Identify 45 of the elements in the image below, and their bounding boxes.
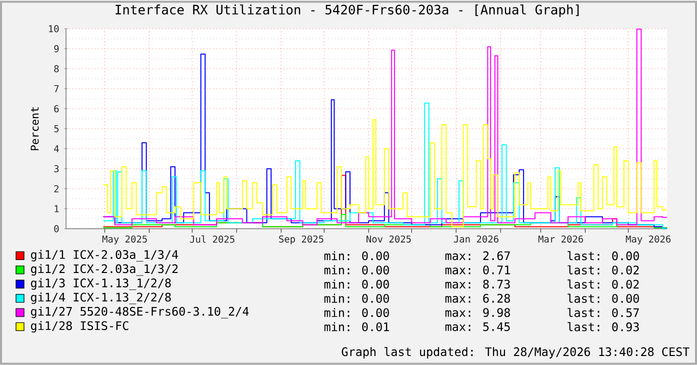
text: min: 0.00 (324, 251, 389, 260)
x-tick-label: Jan 2026 (454, 236, 498, 243)
x-tick-label: Sep 2025 (279, 236, 324, 245)
text: max: 9.98 (445, 308, 510, 318)
text: max: 2.67 (445, 251, 510, 260)
legend-label: gi1/3 ICX-1.13_1/2/8 (30, 278, 171, 290)
text: last: 0.02 (568, 266, 639, 275)
text: last: 0.57 (568, 308, 639, 318)
text: min: 0.01 (324, 322, 389, 332)
text: last: 0.02 (568, 280, 639, 289)
legend-label: gi1/28 ISIS-FC (30, 321, 128, 333)
text: last: 0.93 (568, 322, 639, 332)
text: max: 5.45 (445, 322, 510, 332)
text: max: 6.28 (445, 294, 510, 303)
text: last: 0.00 (568, 251, 639, 260)
text: min: 0.00 (324, 280, 389, 289)
text: min: 0.00 (324, 308, 389, 318)
y-axis-title: Percent (30, 107, 39, 150)
x-tick-label: Jul 2025 (190, 236, 234, 243)
legend-label: gi1/4 ICX-1.13_2/2/8 (30, 292, 171, 304)
legend-label: gi1/1 ICX-2.03a_1/3/4 (30, 250, 178, 262)
y-tick-label: 7 (54, 85, 59, 92)
text: max: 8.73 (445, 280, 510, 289)
y-tick-label: 0 (54, 225, 59, 232)
text: min: 0.00 (324, 266, 389, 275)
y-tick-label: 4 (54, 145, 59, 152)
legend-label: gi1/27 5520-48SE-Frs60-3.10_2/4 (30, 306, 249, 318)
y-tick-label: 1 (54, 205, 59, 212)
legend-label: gi1/2 ICX-2.03a_1/3/2 (30, 264, 178, 276)
x-tick-label: May 2025 (102, 236, 147, 245)
y-tick-label: 10 (49, 25, 59, 32)
text: Graph last updated: Thu 28/May/2026 13:40:28 CEST (342, 347, 690, 359)
x-tick-label: Mar 2026 (538, 236, 584, 243)
x-tick-label: Nov 2025 (366, 236, 411, 243)
x-tick-label: May 2026 (626, 236, 671, 245)
y-tick-label: 3 (54, 165, 59, 172)
y-tick-label: 6 (54, 105, 59, 112)
chart-title: Interface RX Utilization - 5420F-Frs60-203a - [Annual Graph] (116, 4, 579, 18)
text: min: 0.00 (324, 294, 389, 304)
text: last: 0.00 (568, 294, 639, 304)
text: max: 0.71 (445, 266, 510, 275)
y-tick-label: 5 (54, 125, 59, 132)
y-tick-label: 8 (54, 65, 59, 72)
y-tick-label: 9 (54, 45, 59, 52)
y-tick-label: 2 (54, 185, 58, 192)
